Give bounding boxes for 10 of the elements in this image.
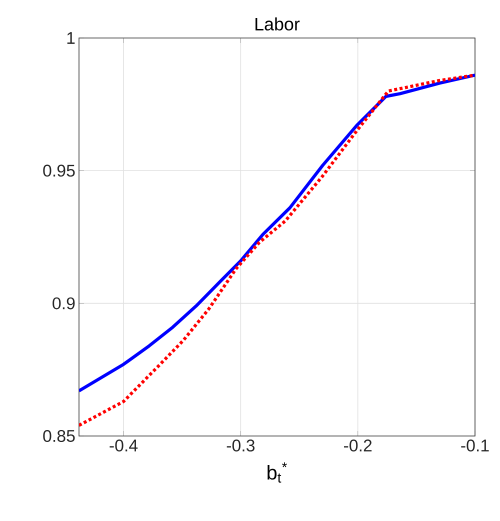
x-tick-label: -0.3 — [226, 440, 255, 452]
x-tick-label: -0.4 — [110, 440, 138, 452]
y-tick-label: 1 — [67, 32, 75, 44]
y-tick-label: 0.85 — [43, 430, 75, 442]
x-tick-label: -0.2 — [344, 440, 372, 452]
y-tick-label: 0.9 — [52, 297, 75, 310]
y-tick-label: 0.95 — [43, 164, 75, 177]
x-axis-title: b$_{t}$* — [268, 462, 287, 483]
chart-title: Labor — [256, 17, 300, 30]
x-tick-label: -0.1 — [461, 440, 489, 452]
